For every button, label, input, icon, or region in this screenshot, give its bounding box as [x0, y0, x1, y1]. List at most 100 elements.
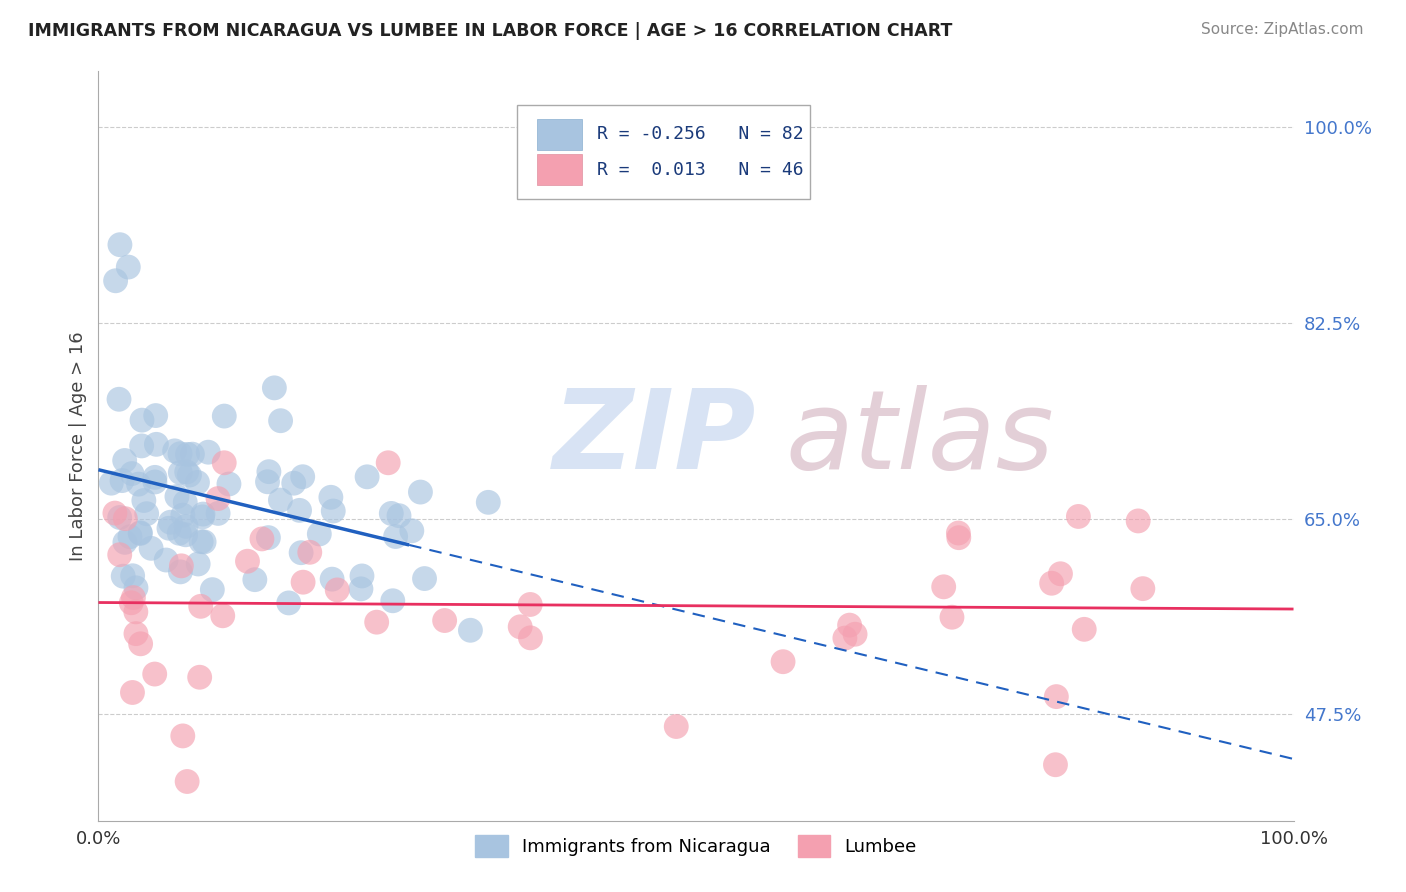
Point: [131, 413, 153, 427]
Point: [172, 508, 194, 523]
Text: IMMIGRANTS FROM NICARAGUA VS LUMBEE IN LABOR FORCE | AGE > 16 CORRELATION CHART: IMMIGRANTS FROM NICARAGUA VS LUMBEE IN L…: [28, 22, 952, 40]
Point: [377, 456, 399, 470]
Point: [166, 490, 188, 504]
Point: [519, 631, 541, 645]
Point: [112, 569, 135, 583]
Point: [135, 507, 157, 521]
Point: [114, 453, 136, 467]
Point: [1045, 690, 1067, 704]
Point: [143, 667, 166, 681]
Point: [218, 477, 240, 491]
Point: [169, 447, 191, 461]
Text: R =  0.013   N = 46: R = 0.013 N = 46: [596, 161, 803, 178]
Point: [356, 470, 378, 484]
Point: [108, 392, 131, 407]
Point: [190, 599, 212, 614]
Point: [270, 414, 292, 428]
Point: [322, 504, 344, 518]
Point: [948, 531, 970, 545]
Point: [163, 443, 186, 458]
Point: [179, 468, 201, 483]
Point: [186, 475, 208, 490]
Point: [129, 525, 152, 540]
Point: [665, 719, 688, 733]
Point: [319, 490, 342, 504]
FancyBboxPatch shape: [517, 105, 810, 199]
Point: [292, 575, 315, 590]
Point: [283, 476, 305, 491]
Point: [170, 558, 193, 573]
Point: [188, 670, 211, 684]
Point: [269, 493, 291, 508]
Text: atlas: atlas: [786, 385, 1054, 492]
Point: [519, 598, 541, 612]
Point: [409, 485, 432, 500]
Point: [256, 475, 278, 489]
Text: ZIP: ZIP: [553, 385, 756, 492]
Point: [131, 439, 153, 453]
Point: [157, 521, 180, 535]
Point: [308, 527, 330, 541]
Point: [121, 568, 143, 582]
Point: [120, 596, 142, 610]
Point: [190, 534, 212, 549]
Point: [263, 381, 285, 395]
Point: [155, 553, 177, 567]
Point: [243, 573, 266, 587]
Point: [114, 535, 136, 549]
Point: [176, 465, 198, 479]
Y-axis label: In Labor Force | Age > 16: In Labor Force | Age > 16: [69, 331, 87, 561]
Point: [1067, 509, 1090, 524]
Point: [191, 509, 214, 524]
Point: [174, 528, 197, 542]
Point: [104, 274, 127, 288]
Point: [117, 260, 139, 274]
Point: [1045, 757, 1067, 772]
Text: R = -0.256   N = 82: R = -0.256 N = 82: [596, 125, 803, 143]
Point: [380, 507, 402, 521]
Point: [257, 531, 280, 545]
Point: [125, 605, 148, 619]
Point: [384, 529, 406, 543]
Point: [257, 465, 280, 479]
Point: [326, 582, 349, 597]
Point: [932, 580, 955, 594]
Point: [460, 624, 482, 638]
Point: [290, 546, 312, 560]
Point: [129, 637, 152, 651]
Point: [172, 729, 194, 743]
Point: [108, 548, 131, 562]
Point: [509, 620, 531, 634]
Point: [181, 447, 204, 461]
Point: [125, 581, 148, 595]
Point: [108, 237, 131, 252]
Point: [291, 469, 314, 483]
Point: [321, 572, 343, 586]
Point: [1128, 514, 1150, 528]
Point: [1132, 582, 1154, 596]
Text: Source: ZipAtlas.com: Source: ZipAtlas.com: [1201, 22, 1364, 37]
Point: [401, 524, 423, 538]
Point: [143, 470, 166, 484]
Point: [128, 477, 150, 491]
Point: [132, 493, 155, 508]
Point: [169, 565, 191, 579]
Point: [100, 476, 122, 491]
Point: [197, 445, 219, 459]
Point: [207, 491, 229, 506]
Point: [413, 572, 436, 586]
Point: [187, 557, 209, 571]
Point: [366, 615, 388, 629]
Point: [121, 467, 143, 481]
Point: [350, 582, 373, 596]
Point: [125, 626, 148, 640]
Point: [108, 510, 131, 524]
Point: [477, 495, 499, 509]
Point: [176, 447, 198, 461]
Point: [212, 456, 235, 470]
Point: [298, 545, 321, 559]
Point: [1040, 576, 1063, 591]
Point: [250, 532, 273, 546]
Point: [381, 594, 404, 608]
Point: [121, 685, 143, 699]
